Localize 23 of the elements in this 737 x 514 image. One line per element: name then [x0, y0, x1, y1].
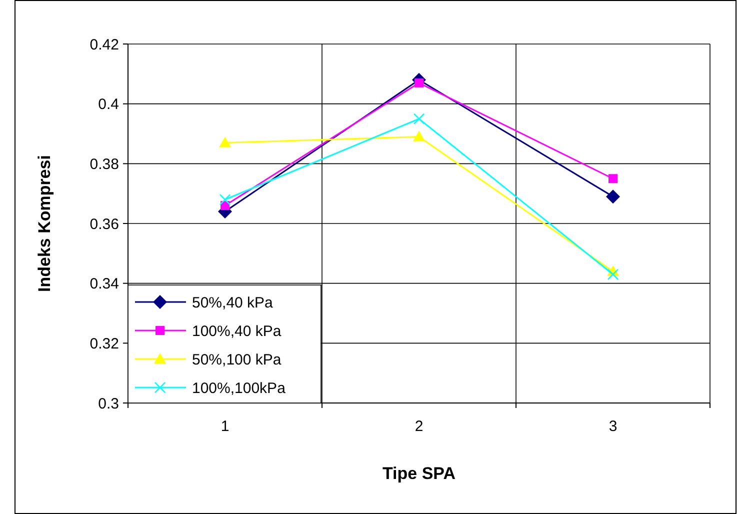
x-tick-label: 2 [414, 418, 424, 435]
point [608, 268, 618, 280]
y-tick-label: 0.4 [98, 96, 119, 114]
legend-label: 100%,100kPa [192, 380, 286, 397]
y-axis-title: Indeks Kompresi [35, 155, 54, 292]
point [413, 130, 425, 142]
y-tick-label: 0.3 [98, 395, 119, 412]
x-tick-label: 3 [608, 418, 618, 435]
x-axis-title: Tipe SPA [382, 464, 456, 483]
y-tick-label: 0.32 [90, 335, 119, 352]
legend-label: 50%,100 kPa [192, 351, 282, 368]
y-tick-label: 0.42 [90, 36, 119, 54]
y-tick-label: 0.34 [90, 276, 119, 293]
legend-label: 50%,40 kPa [192, 294, 274, 312]
point [414, 113, 424, 124]
point [608, 174, 618, 184]
point [414, 78, 424, 88]
point [219, 136, 231, 148]
legend-label: 100%,40 kPa [192, 322, 282, 340]
x-tick-label: 1 [220, 418, 230, 435]
point [606, 190, 620, 204]
y-tick-label: 0.36 [90, 216, 119, 233]
y-tick-label: 0.38 [90, 156, 119, 173]
